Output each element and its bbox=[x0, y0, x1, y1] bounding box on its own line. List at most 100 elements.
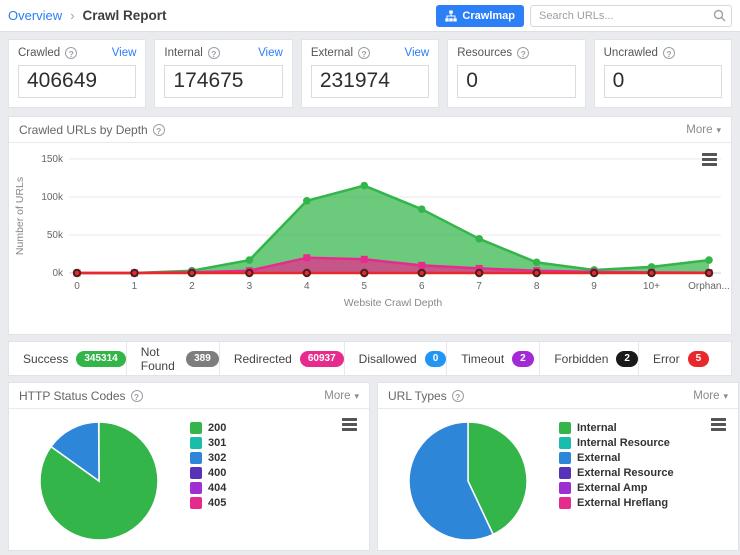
status-cell-disallowed[interactable]: Disallowed 0 bbox=[343, 342, 447, 375]
legend-item-302[interactable]: 302 bbox=[190, 452, 226, 464]
stat-card-crawled: Crawled View 406649 bbox=[8, 39, 147, 108]
chart-menu-icon[interactable] bbox=[342, 418, 357, 433]
legend-swatch bbox=[190, 497, 202, 509]
legend-swatch bbox=[190, 452, 202, 464]
http-panel-header: HTTP Status Codes More bbox=[9, 383, 369, 409]
legend-label: External Amp bbox=[577, 482, 648, 494]
help-icon[interactable] bbox=[207, 47, 220, 59]
legend-swatch bbox=[190, 422, 202, 434]
legend-item-internal-resource[interactable]: Internal Resource bbox=[559, 437, 674, 449]
crawl-depth-panel-title: Crawled URLs by Depth bbox=[19, 122, 148, 137]
stat-card-label: Crawled bbox=[18, 47, 61, 59]
status-label: Disallowed bbox=[358, 351, 417, 366]
stat-card-view-link[interactable]: View bbox=[111, 47, 137, 59]
legend-label: Internal bbox=[577, 422, 617, 434]
more-dropdown[interactable]: More bbox=[324, 390, 359, 402]
legend-item-301[interactable]: 301 bbox=[190, 437, 226, 449]
legend-label: External bbox=[577, 452, 621, 464]
status-cell-success[interactable]: Success 345314 bbox=[9, 342, 126, 375]
help-icon[interactable] bbox=[152, 123, 165, 136]
chart-menu-icon[interactable] bbox=[702, 153, 717, 168]
stat-card-external: External View 231974 bbox=[300, 39, 440, 108]
url-types-panel-title: URL Types bbox=[388, 388, 447, 403]
svg-text:0k: 0k bbox=[52, 268, 64, 279]
search-input[interactable] bbox=[530, 4, 732, 27]
help-icon[interactable] bbox=[662, 47, 675, 59]
legend-item-external-resource[interactable]: External Resource bbox=[559, 467, 674, 479]
help-icon[interactable] bbox=[358, 47, 370, 59]
svg-text:50k: 50k bbox=[47, 230, 64, 241]
legend-item-external-hreflang[interactable]: External Hreflang bbox=[559, 497, 674, 509]
svg-text:Number of URLs: Number of URLs bbox=[14, 177, 26, 255]
chevron-down-icon bbox=[354, 390, 359, 402]
legend-item-internal[interactable]: Internal bbox=[559, 422, 674, 434]
svg-text:7: 7 bbox=[476, 281, 482, 292]
legend-label: 302 bbox=[208, 452, 227, 464]
stat-card-view-link[interactable]: View bbox=[404, 47, 430, 59]
stat-card-label: External bbox=[310, 47, 353, 59]
breadcrumb-overview-link[interactable]: Overview bbox=[8, 8, 63, 23]
breadcrumb-current: Crawl Report bbox=[82, 8, 167, 23]
status-count-badge: 2 bbox=[616, 350, 638, 367]
depth-area-chart: 0k 50k 100k 150k 0 1 2 3 4 5 6 7 8 9 10+ Orphan... Websi… bbox=[14, 154, 730, 309]
crawlmap-button[interactable]: Crawlmap bbox=[436, 4, 524, 27]
more-dropdown[interactable]: More bbox=[693, 390, 728, 402]
legend-swatch bbox=[559, 437, 571, 449]
help-icon[interactable] bbox=[65, 47, 78, 59]
chart-menu-icon[interactable] bbox=[711, 418, 726, 433]
url-types-panel-header: URL Types More bbox=[378, 383, 738, 409]
legend-label: 405 bbox=[208, 497, 227, 509]
legend-item-405[interactable]: 405 bbox=[190, 497, 226, 509]
legend-item-200[interactable]: 200 bbox=[190, 422, 226, 434]
stat-card-value: 174675 bbox=[164, 65, 283, 98]
crawl-depth-chart: 0k 50k 100k 150k 0 1 2 3 4 5 6 7 8 9 10+ Orphan... Websi… bbox=[9, 143, 731, 334]
stat-card-label: Uncrawled bbox=[603, 47, 658, 59]
legend-item-external[interactable]: External bbox=[559, 452, 674, 464]
help-icon[interactable] bbox=[130, 389, 143, 402]
svg-text:1: 1 bbox=[132, 281, 138, 292]
svg-text:Website Crawl Depth: Website Crawl Depth bbox=[344, 297, 443, 309]
help-icon[interactable] bbox=[517, 47, 530, 59]
stat-card-header: Resources bbox=[457, 47, 575, 59]
status-count-badge: 389 bbox=[186, 350, 219, 367]
svg-text:9: 9 bbox=[591, 281, 597, 292]
search-icon[interactable] bbox=[713, 9, 726, 22]
svg-text:10+: 10+ bbox=[643, 281, 660, 292]
legend-swatch bbox=[559, 422, 571, 434]
help-icon[interactable] bbox=[451, 389, 464, 402]
legend-swatch bbox=[190, 467, 202, 479]
status-cell-redirected[interactable]: Redirected 60937 bbox=[218, 342, 344, 375]
stat-card-value: 0 bbox=[457, 65, 576, 98]
stat-card-label: Resources bbox=[457, 47, 513, 59]
legend-item-external-amp[interactable]: External Amp bbox=[559, 482, 674, 494]
sitemap-icon bbox=[445, 10, 458, 21]
legend-swatch bbox=[190, 437, 202, 449]
http-status-pie-chart bbox=[39, 421, 159, 541]
status-cell-error[interactable]: Error 5 bbox=[637, 342, 731, 375]
svg-text:0: 0 bbox=[74, 281, 80, 292]
svg-text:Orphan...: Orphan... bbox=[688, 281, 730, 292]
status-cell-not-found[interactable]: Not Found 389 bbox=[125, 342, 219, 375]
legend-label: 301 bbox=[208, 437, 227, 449]
stat-card-label: Internal bbox=[164, 47, 203, 59]
crawl-depth-panel: Crawled URLs by Depth More 0k50k100k150k… bbox=[8, 116, 732, 335]
top-bar: Overview › Crawl Report Crawlmap bbox=[0, 0, 740, 32]
more-label: More bbox=[693, 389, 720, 402]
stat-card-view-link[interactable]: View bbox=[258, 47, 283, 59]
more-dropdown[interactable]: More bbox=[686, 124, 721, 136]
url-types-pie-legend: Internal Internal Resource External Externa… bbox=[559, 422, 674, 512]
legend-label: External Hreflang bbox=[577, 497, 669, 509]
svg-text:100k: 100k bbox=[41, 192, 64, 203]
svg-text:5: 5 bbox=[361, 281, 367, 292]
legend-label: 400 bbox=[208, 467, 227, 479]
status-cell-forbidden[interactable]: Forbidden 2 bbox=[539, 342, 638, 375]
crawl-depth-panel-header: Crawled URLs by Depth More bbox=[9, 117, 731, 143]
legend-item-400[interactable]: 400 bbox=[190, 467, 226, 479]
legend-item-404[interactable]: 404 bbox=[190, 482, 226, 494]
legend-swatch bbox=[559, 482, 571, 494]
status-count-badge: 2 bbox=[512, 350, 534, 367]
status-cell-timeout[interactable]: Timeout 2 bbox=[446, 342, 539, 375]
stat-card-value: 406649 bbox=[18, 65, 137, 98]
http-pie-legend: 200 301 302 400 404 405 bbox=[190, 422, 226, 512]
url-types-pie-body: Internal Internal Resource External Externa… bbox=[378, 409, 738, 550]
